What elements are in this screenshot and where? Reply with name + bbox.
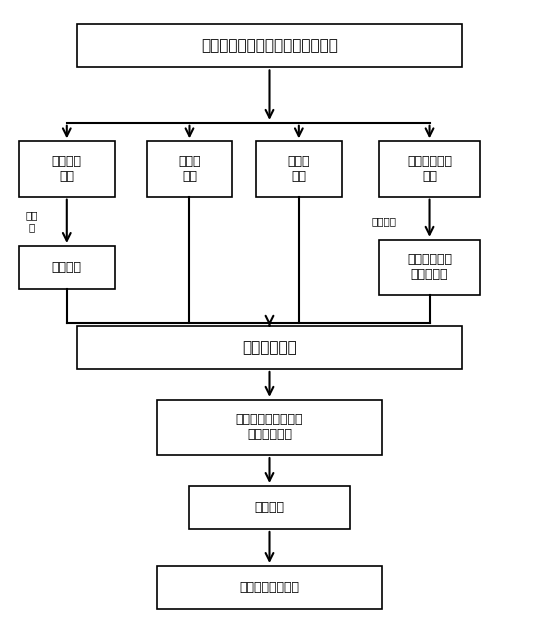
Text: 原始天气
数据: 原始天气 数据 — [52, 155, 82, 183]
FancyBboxPatch shape — [379, 240, 480, 295]
FancyBboxPatch shape — [78, 326, 461, 369]
Text: 随机森林回归: 随机森林回归 — [242, 340, 297, 355]
FancyBboxPatch shape — [157, 566, 382, 609]
Text: 发电功率预测结果: 发电功率预测结果 — [239, 581, 300, 594]
FancyBboxPatch shape — [19, 141, 115, 197]
Text: 数据获取、数据准备、数据预处理: 数据获取、数据准备、数据预处理 — [201, 39, 338, 53]
Text: 发电数据趋势
项与细节项: 发电数据趋势 项与细节项 — [407, 253, 452, 281]
FancyBboxPatch shape — [78, 24, 461, 68]
FancyBboxPatch shape — [157, 400, 382, 455]
Text: 原始历史发电
数据: 原始历史发电 数据 — [407, 155, 452, 183]
FancyBboxPatch shape — [379, 141, 480, 197]
Text: 小波分解: 小波分解 — [372, 216, 397, 226]
Text: 预处
理: 预处 理 — [26, 211, 38, 232]
FancyBboxPatch shape — [256, 141, 342, 197]
Text: 天气数据: 天气数据 — [52, 261, 82, 274]
Text: 发电功率趋势项和细
节项预测结果: 发电功率趋势项和细 节项预测结果 — [236, 414, 303, 442]
FancyBboxPatch shape — [19, 246, 115, 289]
FancyBboxPatch shape — [190, 486, 349, 529]
FancyBboxPatch shape — [147, 141, 232, 197]
Text: 临近日
数据: 临近日 数据 — [178, 155, 201, 183]
Text: 小波重构: 小波重构 — [254, 501, 285, 514]
Text: 相似日
数据: 相似日 数据 — [288, 155, 310, 183]
